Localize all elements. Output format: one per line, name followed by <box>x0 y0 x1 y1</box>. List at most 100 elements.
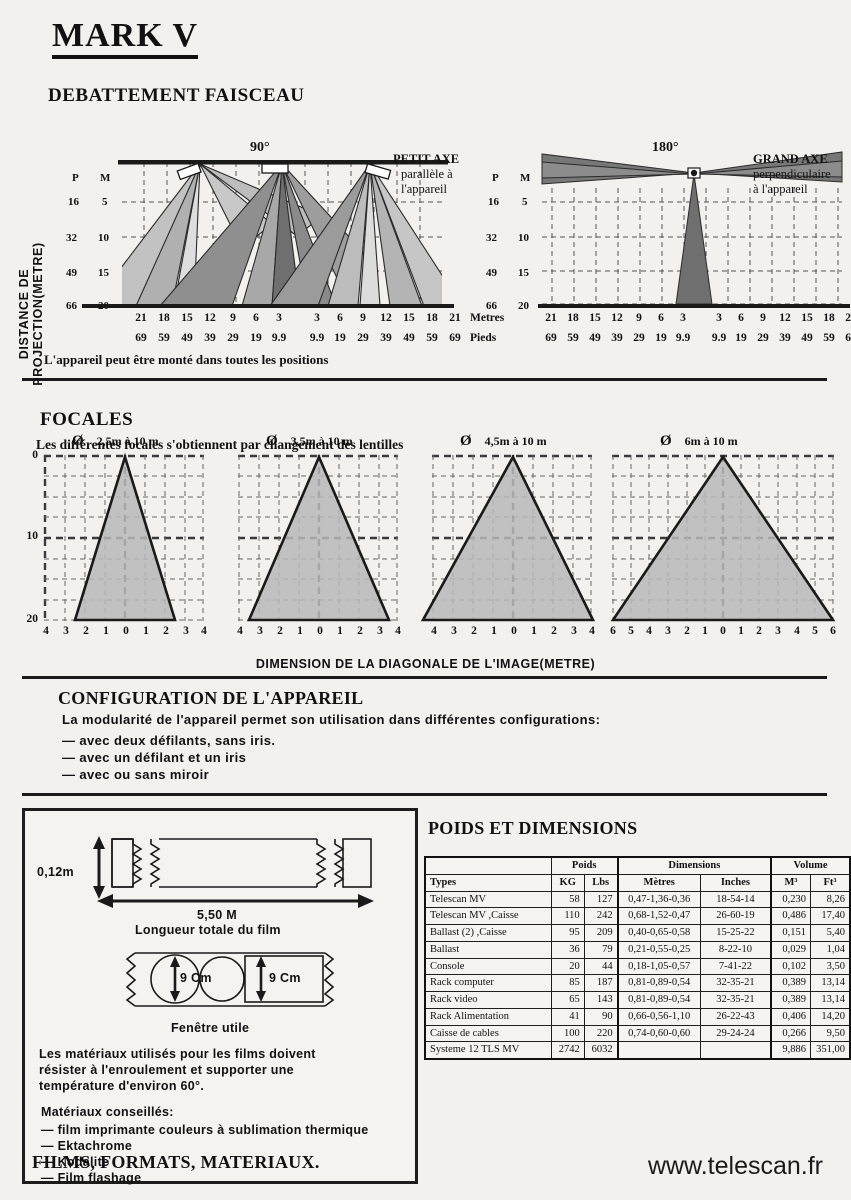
table-row: Ballast 36 79 0,21-0,55-0,25 8-22-10 0,0… <box>423 940 851 959</box>
table-row: Rack computer 85 187 0,81-0,89-0,54 32-3… <box>423 974 851 992</box>
focal-title-4-text: 6m à 10 m <box>684 434 738 448</box>
group-header-volume: Volume <box>770 855 851 875</box>
chart-debattement-petit-axe: 90° P M 16 5 32 10 49 15 66 20 <box>60 140 504 344</box>
material-item-2: — Kodalite <box>41 1155 110 1169</box>
film-panel: 0,12m 5,50 M Longueur totale du film 9 C… <box>22 808 418 1185</box>
projector-icon-center <box>687 167 701 179</box>
axis-caption-grand-axe: GRAND AXE perpendiculaire à l'appareil <box>753 152 851 196</box>
petit-axe-line1: PETIT AXE <box>393 152 460 166</box>
y-tick-metres-15: 15 <box>98 267 109 279</box>
group-header-blank <box>423 855 552 875</box>
y2-tick-pieds-16: 16 <box>488 196 499 208</box>
focal-chart-3-5m: Ø 3,5m à 10 m 4 3 2 1 0 1 2 3 4 <box>237 433 401 637</box>
table-column-header-row: Types KG Lbs Mètres Inches M³ Ft³ <box>423 873 851 892</box>
diameter-icon: Ø <box>460 433 472 449</box>
focales-y-tick-0: 0 <box>32 449 38 461</box>
focal-title-1: Ø 2,5m à 10 m <box>72 433 159 450</box>
film-paragraph-line2: résister à l'enroulement et supporter un… <box>39 1063 294 1077</box>
focal-plot-1 <box>43 452 204 622</box>
table-row: Rack video 65 143 0,81-0,89-0,54 32-35-2… <box>423 991 851 1009</box>
focal-title-4: Ø 6m à 10 m <box>660 433 738 450</box>
focal-plot-3 <box>420 454 596 622</box>
floor-rail-2 <box>538 304 850 308</box>
y2-tick-metres-10: 10 <box>518 232 529 244</box>
section-heading-poids: POIDS ET DIMENSIONS <box>428 818 638 838</box>
grand-axe-line1: GRAND AXE <box>753 152 828 166</box>
chart-debattement-grand-axe: 180° P M 16 5 32 10 49 15 66 20 <box>480 140 851 344</box>
y2-tick-metres-5: 5 <box>522 196 528 208</box>
focal-chart-4-5m: Ø 4,5m à 10 m 4 3 2 1 0 1 2 3 4 <box>420 433 596 637</box>
focal-title-1-text: 2,5m à 10 m <box>96 434 159 448</box>
window-caption: Fenêtre utile <box>171 1021 250 1035</box>
focal-title-2-text: 3,5m à 10 m <box>290 434 353 448</box>
axis-caption-petit-axe: PETIT AXE parallèle à l'appareil <box>393 152 513 196</box>
table-row: Telescan MV 58 127 0,47-1,36-0,36 18-54-… <box>423 890 851 909</box>
table-row: Systeme 12 TLS MV 2742 6032 9,886 351,00 <box>423 1041 851 1061</box>
debattement-note: L'appareil peut être monté dans toutes l… <box>44 352 329 367</box>
diameter-icon: Ø <box>660 433 672 449</box>
y2-tick-metres-15: 15 <box>518 267 529 279</box>
focal-title-2: Ø 3,5m à 10 m <box>266 433 353 450</box>
config-item-1: — avec un défilant et un iris <box>62 750 247 765</box>
x-unit-metres: Metres <box>470 312 505 324</box>
film-strip <box>111 838 372 888</box>
table-row: Ballast (2) ,Caisse 95 209 0,40-0,65-0,5… <box>423 924 851 942</box>
unit-head-pieds-2: P <box>492 172 499 184</box>
col-types: Types <box>423 873 552 892</box>
section-heading-focales: FOCALES <box>40 409 134 430</box>
materials-heading: Matériaux conseillés: <box>41 1105 174 1119</box>
config-item-0: — avec deux défilants, sans iris. <box>62 733 276 748</box>
film-window-diagram <box>125 952 335 1007</box>
y-tick-pieds-32: 32 <box>66 232 77 244</box>
config-item-2: — avec ou sans miroir <box>62 767 210 782</box>
focal-chart-2-5m: Ø 2,5m à 10 m 4 3 2 1 0 1 2 3 4 <box>43 433 207 637</box>
col-inches: Inches <box>699 873 772 892</box>
table-row: Console 20 44 0,18-1,05-0,57 7-41-22 0,1… <box>423 957 851 976</box>
y-tick-metres-5: 5 <box>102 196 108 208</box>
col-lbs: Lbs <box>583 873 619 892</box>
col-kg: KG <box>550 873 585 892</box>
projection-cone <box>73 452 177 622</box>
film-length-caption: Longueur totale du film <box>135 923 281 937</box>
material-item-3: — Film flashage <box>41 1171 142 1185</box>
y-tick-pieds-66: 66 <box>66 300 77 312</box>
petit-axe-line3: l'appareil <box>401 181 447 196</box>
unit-head-metres: M <box>100 172 111 184</box>
y2-tick-pieds-49: 49 <box>486 267 497 279</box>
grand-axe-line3: à l'appareil <box>753 181 808 196</box>
floor-rail <box>82 304 454 308</box>
chart-angle-label-180: 180° <box>652 140 679 155</box>
film-strip-diagram <box>93 836 374 1007</box>
projection-cone <box>610 454 836 622</box>
focal-plot-4 <box>610 454 836 622</box>
configuration-intro: La modularité de l'appareil permet son u… <box>62 712 601 727</box>
ceiling-rail <box>118 160 448 165</box>
table-group-header-row: Poids Dimensions Volume <box>423 855 851 875</box>
focales-y-tick-10: 10 <box>26 530 39 542</box>
table-body: Telescan MV 58 127 0,47-1,36-0,36 18-54-… <box>423 890 851 1061</box>
divider-2 <box>22 676 827 679</box>
y2-tick-pieds-32: 32 <box>486 232 497 244</box>
focal-plot-2 <box>238 453 398 622</box>
y2-tick-metres-20: 20 <box>518 300 529 312</box>
group-header-poids: Poids <box>550 855 619 875</box>
diameter-icon: Ø <box>266 433 278 449</box>
material-item-1: — Ektachrome <box>41 1139 133 1153</box>
unit-head-metres-2: M <box>520 172 531 184</box>
film-height-label: 0,12m <box>37 865 74 879</box>
y2-tick-pieds-66: 66 <box>486 300 497 312</box>
poids-dimensions-table: Poids Dimensions Volume Types KG Lbs Mèt… <box>423 855 851 1061</box>
group-header-dimensions: Dimensions <box>616 855 772 875</box>
divider-3 <box>22 793 827 796</box>
window-rect-label: 9 Cm <box>269 971 301 985</box>
diameter-icon: Ø <box>72 433 84 449</box>
y-tick-metres-10: 10 <box>98 232 109 244</box>
window-height-arrows <box>173 963 263 995</box>
website-url: www.telescan.fr <box>647 1152 823 1180</box>
focales-y-tick-20: 20 <box>26 613 39 625</box>
table-row: Telescan MV ,Caisse 110 242 0,68-1,52-0,… <box>423 907 851 925</box>
unit-head-pieds: P <box>72 172 79 184</box>
focal-title-3: Ø 4,5m à 10 m <box>460 433 547 450</box>
petit-axe-line2: parallèle à <box>401 166 453 181</box>
